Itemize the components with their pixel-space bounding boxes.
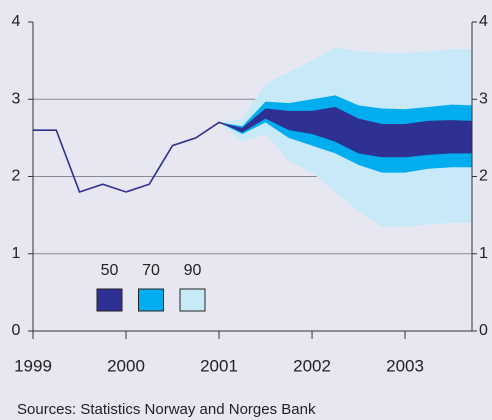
y-tick-label: 3 xyxy=(12,90,21,107)
y-tick-label: 4 xyxy=(12,13,21,30)
legend-swatch xyxy=(96,288,123,312)
x-tick-label: 2000 xyxy=(107,356,145,375)
y2-tick-label: 0 xyxy=(479,322,488,339)
legend-swatch xyxy=(179,288,206,312)
y2-tick-label: 1 xyxy=(479,245,488,262)
legend-label: 90 xyxy=(184,262,202,279)
y-tick-label: 2 xyxy=(12,168,21,185)
y2-tick-label: 3 xyxy=(479,90,488,107)
y2-tick-label: 4 xyxy=(479,13,488,30)
x-tick-label: 2002 xyxy=(293,356,331,375)
legend-swatch xyxy=(138,288,164,312)
plot-area: 0 0 1 1 2 2 3 3 4 4 1999 2000 2001 2002 2003 50 70 90 xyxy=(12,13,488,375)
fan-band xyxy=(219,106,472,158)
legend-label: 50 xyxy=(101,262,119,279)
y-tick-label: 0 xyxy=(12,322,21,339)
x-tick-label: 2003 xyxy=(386,356,424,375)
y-tick-label: 1 xyxy=(12,245,21,262)
source-note: Sources: Statistics Norway and Norges Ba… xyxy=(17,401,316,418)
legend-label: 70 xyxy=(142,262,160,279)
y2-tick-label: 2 xyxy=(479,168,488,185)
x-tick-label: 2001 xyxy=(200,356,238,375)
line xyxy=(33,109,472,193)
x-tick-label: 1999 xyxy=(14,356,52,375)
